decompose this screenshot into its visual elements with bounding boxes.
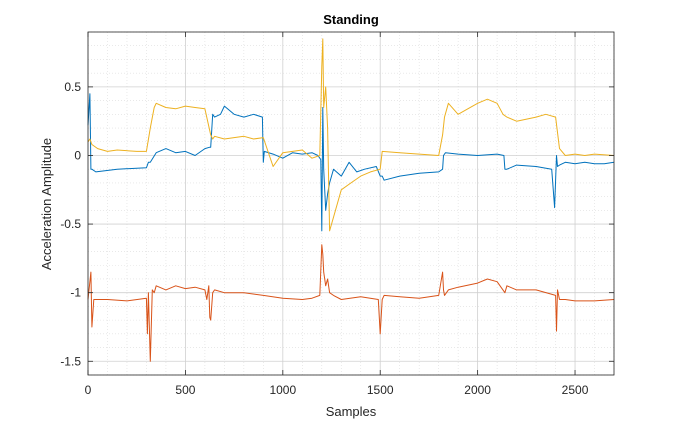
- x-tick-label: 1500: [367, 383, 394, 397]
- x-tick-label: 2500: [562, 383, 589, 397]
- axes: [87, 31, 615, 376]
- y-tick-label: 0: [74, 148, 81, 162]
- x-tick-label: 2000: [464, 383, 491, 397]
- x-tick-label: 1000: [269, 383, 296, 397]
- x-tick-label: 0: [85, 383, 92, 397]
- series-line-3: [87, 244, 615, 362]
- tick-labels: 0 500 1000 1500 2000 2500 0.5 0 -0.5 -1 -1.5: [60, 80, 588, 397]
- y-tick-label: 0.5: [64, 80, 81, 94]
- y-tick-label: -0.5: [60, 217, 81, 231]
- grid: [87, 31, 615, 376]
- series-layer: [87, 38, 615, 362]
- series-line-2: [87, 38, 615, 232]
- y-axis-label: Acceleration Amplitude: [39, 138, 54, 270]
- chart-title: Standing: [323, 12, 379, 27]
- y-tick-label: -1.5: [60, 354, 81, 368]
- x-tick-label: 500: [175, 383, 195, 397]
- series-line-1: [87, 93, 615, 232]
- x-axis-label: Samples: [326, 404, 377, 419]
- y-tick-label: -1: [70, 286, 81, 300]
- axes-box: [87, 31, 615, 376]
